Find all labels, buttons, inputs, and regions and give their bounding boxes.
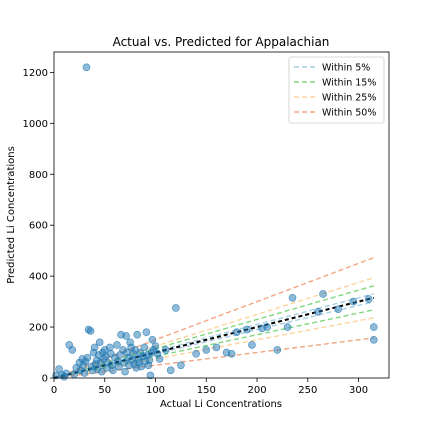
data-point: [369, 323, 378, 331]
data-point: [349, 297, 358, 306]
data-point: [364, 295, 373, 303]
data-point: [227, 350, 236, 358]
data-point: [283, 323, 292, 331]
band-line-within15-lower: [53, 309, 374, 379]
data-point: [202, 346, 211, 354]
data-point: [369, 335, 378, 344]
data-point: [212, 343, 221, 352]
data-point: [142, 328, 151, 336]
data-point: [97, 367, 106, 376]
data-point: [133, 330, 142, 339]
x-axis-label: Actual Li Concentrations: [160, 399, 282, 410]
data-point: [248, 341, 256, 349]
x-tick-label: 200: [247, 385, 266, 396]
y-tick-label: 800: [29, 170, 48, 181]
legend-entry: Within 25%: [322, 93, 376, 104]
x-tick-label: 300: [349, 385, 368, 396]
data-point: [140, 343, 149, 352]
data-point: [177, 361, 185, 370]
y-tick-label: 200: [29, 323, 48, 334]
data-point: [109, 366, 117, 375]
data-point: [155, 355, 164, 363]
data-point: [166, 366, 175, 375]
y-tick-label: 0: [42, 374, 48, 385]
data-point: [263, 323, 271, 331]
data-point: [314, 307, 322, 316]
x-tick-label: 100: [146, 385, 165, 396]
data-point: [148, 335, 157, 344]
x-tick-label: 0: [51, 385, 57, 396]
data-point: [146, 371, 155, 380]
data-point: [319, 290, 327, 298]
data-point: [232, 328, 241, 336]
data-point: [121, 367, 129, 376]
plot-area: [52, 63, 378, 381]
data-point: [243, 325, 251, 334]
data-point: [172, 304, 180, 312]
legend-entry: Within 50%: [322, 108, 376, 119]
band-line-within50-lower: [53, 337, 374, 379]
data-point: [55, 365, 63, 373]
y-tick-label: 400: [29, 272, 48, 283]
data-point: [90, 343, 99, 352]
data-point: [192, 350, 200, 358]
chart-title: Actual vs. Predicted for Appalachian: [113, 35, 330, 49]
y-tick-label: 600: [29, 221, 48, 232]
data-point: [70, 370, 79, 378]
data-point: [95, 338, 104, 347]
data-point: [82, 63, 91, 72]
legend: Within 5% Within 15% Within 25% Within 50%: [288, 56, 385, 124]
data-point: [122, 332, 130, 340]
data-point: [151, 342, 160, 350]
data-point: [161, 346, 170, 354]
data-point: [80, 369, 89, 377]
axis-ticks: 0 50 100 150 200 250 300 0 200 400 600 800 1000 1200: [23, 68, 369, 396]
data-point: [288, 293, 297, 302]
data-point: [334, 305, 343, 314]
data-point: [145, 356, 154, 364]
data-point: [83, 353, 92, 362]
legend-box: [288, 56, 385, 124]
data-point: [273, 346, 282, 354]
y-tick-label: 1200: [23, 68, 48, 79]
data-point: [86, 327, 95, 335]
y-tick-label: 1000: [23, 119, 48, 130]
data-point: [62, 369, 70, 378]
plot-frame: [53, 51, 390, 379]
x-tick-label: 150: [197, 385, 216, 396]
data-point: [115, 362, 123, 371]
data-point: [137, 362, 146, 371]
y-axis-label: Predicted Li Concentrations: [6, 146, 17, 284]
x-tick-label: 50: [98, 385, 111, 396]
x-tick-label: 250: [298, 385, 317, 396]
data-point: [68, 346, 77, 354]
legend-entry: Within 5%: [322, 63, 370, 74]
legend-entry: Within 15%: [322, 78, 376, 89]
band-line-within5-upper: [53, 293, 374, 379]
data-point: [106, 343, 114, 352]
data-point: [113, 341, 121, 349]
